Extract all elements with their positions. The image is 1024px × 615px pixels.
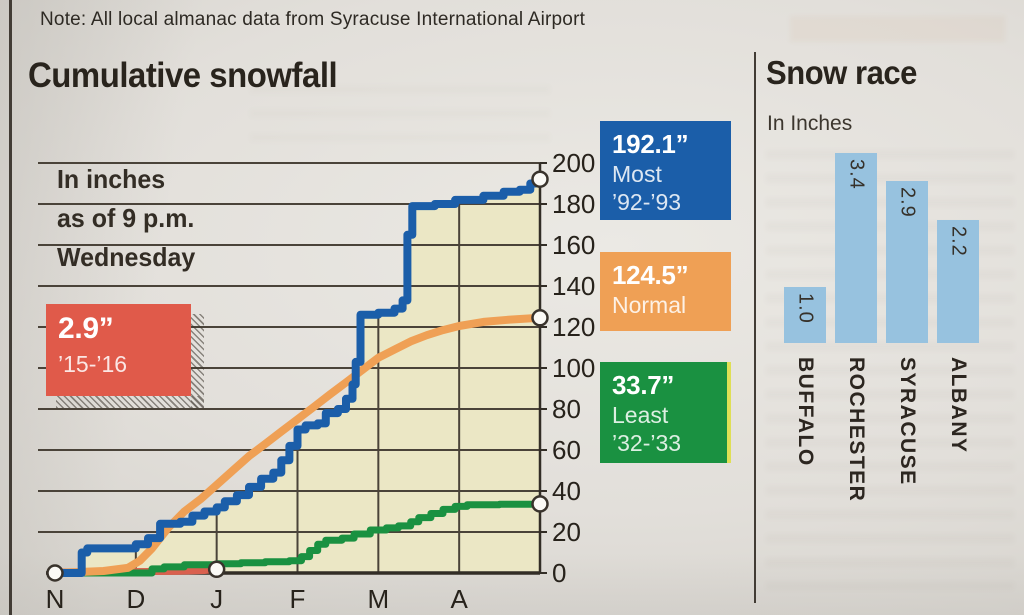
legend-least-32-33: 33.7” Least ’32-’33 — [600, 362, 731, 463]
annotation-line-1: In inches — [57, 164, 166, 194]
legend-most-label: Most — [612, 161, 662, 187]
axis-units-annotation: In inches as of 9 p.m. Wednesday — [57, 160, 195, 277]
y-tick-label: 40 — [552, 476, 581, 506]
legend-least-label: Least — [612, 402, 669, 428]
city-label-rochester: ROCHESTER — [845, 357, 868, 503]
legend-current-season-15-16: 2.9” ’15-’16 — [46, 304, 204, 408]
snow-race-subtitle: In Inches — [767, 112, 853, 135]
legend-current-years: ’15-’16 — [58, 351, 128, 377]
snow-race-bar-buffalo: 1.0 — [784, 287, 826, 343]
snow-race-bar-syracuse: 2.9 — [886, 181, 928, 343]
x-tick-label: N — [45, 584, 65, 614]
legend-hatch-shadow-bottom — [56, 396, 204, 408]
y-tick-label: 0 — [552, 558, 567, 588]
snow-race-bar-chart: 1.0 3.4 2.9 2.2 — [784, 150, 979, 343]
bar-value-label: 2.9 — [896, 187, 919, 218]
y-tick-label: 20 — [552, 517, 581, 547]
legend-most-years: ’92-’93 — [612, 189, 682, 215]
legend-hatch-shadow-right — [191, 314, 204, 408]
bleed-through-headline — [790, 16, 1005, 42]
y-tick-label: 180 — [552, 189, 596, 219]
bar-value-label: 1.0 — [794, 293, 817, 324]
cumulative-chart-title: Cumulative snowfall — [28, 56, 338, 95]
legend-normal-value: 124.5” — [612, 260, 689, 290]
x-tick-label: J — [210, 584, 224, 614]
y-tick-label: 160 — [552, 230, 596, 260]
x-tick-label: F — [289, 584, 306, 614]
legend-normal: 124.5” Normal — [600, 252, 731, 331]
legend-most-92-93: 192.1” Most ’92-’93 — [600, 121, 731, 220]
snow-race-bar-rochester: 3.4 — [835, 153, 877, 343]
y-tick-label: 60 — [552, 435, 581, 465]
x-tick-label: D — [126, 584, 146, 614]
city-label-albany: ALBANY — [947, 357, 970, 454]
x-tick-label: A — [450, 584, 468, 614]
y-tick-label: 200 — [552, 148, 596, 178]
left-column-rule — [9, 0, 12, 615]
city-label-buffalo: BUFFALO — [794, 357, 817, 467]
city-label-syracuse: SYRACUSE — [896, 357, 919, 486]
y-tick-label: 80 — [552, 394, 581, 424]
legend-least-years: ’32-’33 — [612, 430, 682, 456]
legend-most-value: 192.1” — [612, 129, 689, 159]
snow-race-title: Snow race — [766, 54, 917, 91]
legend-least-value: 33.7” — [612, 370, 675, 400]
y-tick-label: 140 — [552, 271, 596, 301]
y-tick-label: 100 — [552, 353, 596, 383]
panel-divider-rule — [754, 52, 756, 603]
snow-race-city-labels: BUFFALO ROCHESTER SYRACUSE ALBANY — [784, 357, 979, 502]
annotation-line-2: as of 9 p.m. — [57, 203, 195, 233]
legend-normal-label: Normal — [612, 292, 687, 318]
annotation-line-3: Wednesday — [57, 242, 196, 272]
y-tick-label: 120 — [552, 312, 596, 342]
source-note: Note: All local almanac data from Syracu… — [40, 9, 586, 30]
x-tick-label: M — [367, 584, 390, 614]
legend-current-value: 2.9” — [58, 312, 114, 345]
bar-value-label: 3.4 — [845, 159, 868, 190]
snow-race-bar-albany: 2.2 — [937, 220, 979, 343]
bar-value-label: 2.2 — [947, 226, 970, 257]
